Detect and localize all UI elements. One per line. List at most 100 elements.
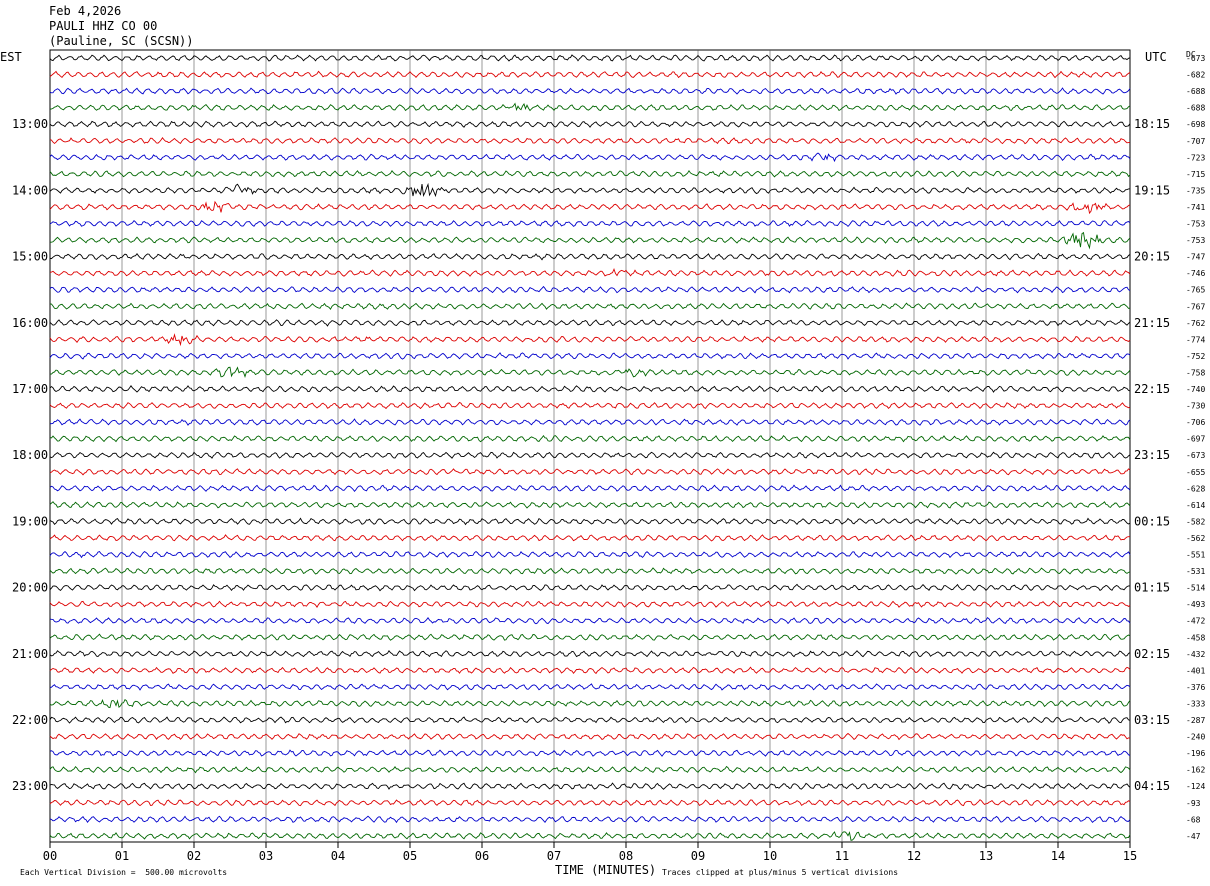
trace-row-42 [49,749,1131,757]
trace-row-6 [49,152,1131,163]
dc-offset-label: -68 [1186,815,1201,824]
dc-offset-label: -124 [1186,782,1205,791]
plot-frame [49,49,1131,843]
dc-offset-label: -551 [1186,551,1205,560]
dc-offset-label: -682 [1186,71,1205,80]
trace-row-27 [49,501,1131,509]
utc-time-label: 21:15 [1134,316,1170,330]
est-time-label: 20:00 [12,581,48,595]
trace-row-23 [49,435,1131,443]
est-time-label: 19:00 [12,514,48,528]
x-tick-label: 12 [907,849,921,863]
trace-row-16 [49,319,1131,327]
trace-row-12 [49,252,1131,261]
trace-row-34 [49,616,1131,625]
est-time-label: 22:00 [12,713,48,727]
dc-offset-label: -753 [1186,236,1205,245]
utc-time-label: 01:15 [1134,581,1170,595]
dc-offset-label: -493 [1186,600,1205,609]
trace-row-47 [49,831,1131,841]
dc-offset-label: -401 [1186,666,1205,675]
est-time-label: 21:00 [12,647,48,661]
x-axis-ticks [49,842,1131,848]
x-tick-label: 10 [763,849,777,863]
est-zone-label: EST [0,50,22,64]
trace-row-19 [49,366,1131,379]
dc-label: DC [1186,50,1196,59]
trace-row-32 [49,583,1130,592]
trace-row-14 [49,285,1131,294]
dc-offset-label: -472 [1186,617,1205,626]
dc-offset-label: -715 [1186,170,1205,179]
est-time-label: 14:00 [12,183,48,197]
x-tick-label: 04 [331,849,345,863]
trace-row-45 [49,799,1131,807]
trace-row-36 [49,650,1131,658]
dc-offset-label: -376 [1186,683,1205,692]
trace-row-33 [49,600,1131,608]
trace-row-2 [49,87,1131,95]
dc-offset-label: -562 [1186,534,1205,543]
x-tick-label: 11 [835,849,849,863]
dc-offset-label: -735 [1186,186,1205,195]
utc-time-label: 20:15 [1134,250,1170,264]
plot-date: Feb 4,2026 [49,4,122,18]
dc-offset-label: -753 [1186,220,1205,229]
trace-row-37 [49,666,1131,675]
trace-row-24 [49,451,1131,459]
scale-note: Each Vertical Division = 500.00 microvol… [20,868,228,877]
dc-offset-label: -688 [1186,104,1205,113]
trace-row-9 [49,200,1131,215]
trace-row-40 [49,716,1131,724]
x-tick-label: 14 [1051,849,1065,863]
dc-offset-label: -740 [1186,385,1205,394]
dc-offset-label: -746 [1186,269,1205,278]
utc-time-label: 02:15 [1134,647,1170,661]
dc-offset-label: -287 [1186,716,1205,725]
trace-row-30 [49,550,1131,559]
dc-offset-label: -741 [1186,203,1205,212]
est-time-label: 18:00 [12,448,48,462]
x-tick-label: 09 [691,849,705,863]
dc-offset-label: -752 [1186,352,1205,361]
dc-offset-label: -758 [1186,368,1205,377]
dc-offset-label: -240 [1186,733,1205,742]
trace-row-10 [49,219,1131,228]
dc-offset-label: -582 [1186,517,1205,526]
trace-row-29 [49,534,1131,542]
dc-offset-label: -47 [1186,832,1201,841]
trace-row-18 [49,352,1131,360]
station-code: PAULI HHZ CO 00 [49,19,158,33]
trace-row-3 [49,102,1131,112]
dc-offset-label: -93 [1186,799,1201,808]
est-time-label: 17:00 [12,382,48,396]
dc-offset-label: -707 [1186,137,1205,146]
dc-offset-label: -673 [1186,54,1205,63]
trace-row-41 [49,732,1131,741]
trace-row-26 [49,484,1131,493]
trace-row-21 [49,401,1131,410]
x-tick-label: 08 [619,849,633,863]
dc-offset-label: -765 [1186,286,1205,295]
utc-time-label: 23:15 [1134,448,1170,462]
trace-row-38 [49,683,1131,691]
trace-row-44 [49,782,1131,790]
dc-offset-label: -698 [1186,120,1205,129]
dc-offset-label: -730 [1186,402,1205,411]
dc-offset-label: -432 [1186,650,1205,659]
trace-row-39 [49,699,1131,709]
x-axis-title: TIME (MINUTES) [555,863,657,877]
trace-row-15 [49,302,1131,310]
est-time-label: 15:00 [12,250,48,264]
x-tick-label: 15 [1123,849,1137,863]
trace-row-46 [49,815,1131,824]
dc-offset-label: -774 [1186,335,1205,344]
dc-offset-label: -706 [1186,418,1205,427]
dc-offset-label: -333 [1186,699,1205,708]
clip-note: Traces clipped at plus/minus 5 vertical … [662,868,899,877]
x-tick-label: 00 [43,849,57,863]
x-tick-label: 13 [979,849,993,863]
trace-row-43 [49,765,1131,774]
plot-grid [49,49,1131,843]
